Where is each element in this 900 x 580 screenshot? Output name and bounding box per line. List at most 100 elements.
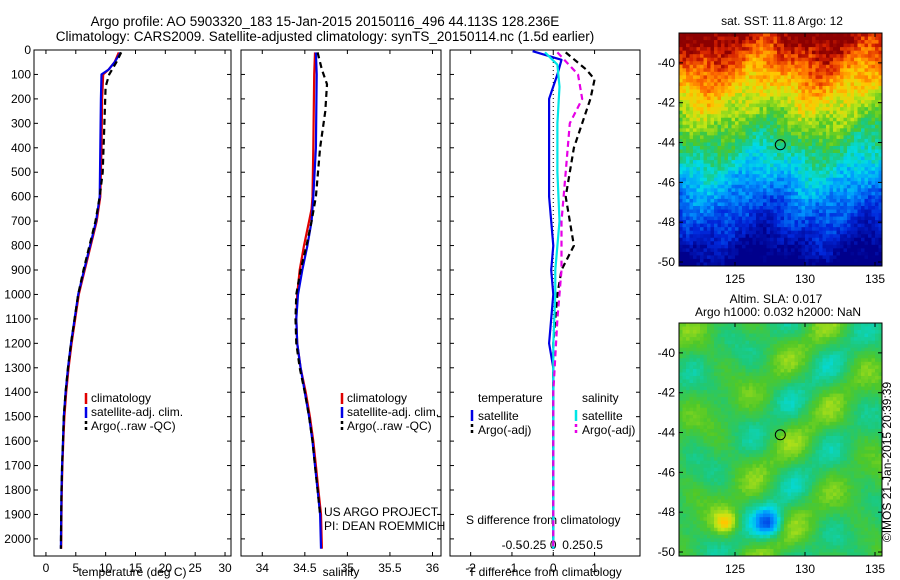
sst-cell xyxy=(822,230,827,235)
sst-cell xyxy=(693,198,697,203)
sla-cell xyxy=(724,347,729,352)
sla-cell xyxy=(864,333,869,338)
sst-cell xyxy=(801,93,806,97)
sst-cell xyxy=(854,33,858,37)
sst-cell xyxy=(749,227,753,232)
sst-cell xyxy=(784,128,788,133)
sst-cell xyxy=(833,96,837,101)
sla-cell xyxy=(836,340,841,345)
sla-cell xyxy=(868,347,872,352)
sst-cell xyxy=(875,107,879,112)
sst-cell xyxy=(864,149,869,154)
sst-cell xyxy=(878,244,883,249)
sst-cell xyxy=(749,103,753,108)
sst-cell xyxy=(787,117,792,122)
sst-cell xyxy=(829,100,834,105)
sst-cell xyxy=(833,188,837,193)
sst-cell xyxy=(836,68,841,73)
sst-cell xyxy=(857,138,862,143)
sst-cell xyxy=(826,234,830,239)
sst-cell xyxy=(791,135,795,140)
sst-cell xyxy=(777,248,781,253)
sst-cell xyxy=(707,75,711,80)
sst-cell xyxy=(703,121,708,126)
sst-cell xyxy=(745,78,750,83)
sst-cell xyxy=(700,184,704,189)
sst-cell xyxy=(703,209,708,214)
sst-cell xyxy=(875,61,879,66)
sst-cell xyxy=(861,181,865,186)
sla-cell xyxy=(850,368,855,373)
sst-cell xyxy=(878,223,883,228)
sst-cell xyxy=(710,33,715,37)
sst-cell xyxy=(745,124,750,129)
sst-cell xyxy=(815,156,820,161)
sla-cell xyxy=(756,354,760,359)
sla-cell xyxy=(812,354,816,359)
sst-cell xyxy=(756,163,760,168)
sst-cell xyxy=(826,241,830,246)
sst-cell xyxy=(700,82,704,87)
sst-cell xyxy=(756,220,760,225)
sst-cell xyxy=(878,213,883,217)
sst-cell xyxy=(798,61,802,66)
sla-cell xyxy=(696,347,701,352)
sst-cell xyxy=(773,71,778,76)
sst-cell xyxy=(679,64,683,69)
sst-cell xyxy=(833,216,837,221)
sst-cell xyxy=(756,258,760,263)
sst-cell xyxy=(749,107,753,112)
sst-cell xyxy=(864,177,869,182)
sst-cell xyxy=(868,40,872,44)
sst-cell xyxy=(847,47,851,52)
sst-cell xyxy=(714,181,718,186)
sst-cell xyxy=(864,234,869,239)
sla-cell xyxy=(864,361,869,366)
sst-cell xyxy=(707,57,711,62)
sst-cell xyxy=(801,149,806,154)
sst-cell xyxy=(724,227,729,232)
sla-cell xyxy=(714,344,718,349)
sst-cell xyxy=(836,163,841,168)
sst-cell xyxy=(857,181,862,186)
sst-cell xyxy=(787,156,792,161)
sla-cell xyxy=(840,365,844,370)
sst-cell xyxy=(829,85,834,90)
sst-cell xyxy=(829,43,834,48)
sla-cell xyxy=(731,326,736,331)
sst-cell xyxy=(850,128,855,133)
sst-cell xyxy=(682,255,687,260)
sst-cell xyxy=(868,107,872,112)
sst-cell xyxy=(787,237,792,242)
sst-cell xyxy=(700,191,704,196)
sst-cell xyxy=(829,57,834,62)
sla-cell xyxy=(875,340,879,345)
sst-cell xyxy=(822,75,827,80)
sst-cell xyxy=(826,43,830,48)
sst-cell xyxy=(805,117,809,122)
sla-cell xyxy=(773,347,778,352)
sst-cell xyxy=(752,40,757,44)
sst-cell xyxy=(864,230,869,235)
sst-cell xyxy=(850,47,855,52)
sst-cell xyxy=(679,237,683,242)
sst-cell xyxy=(738,258,743,263)
sla-cell xyxy=(847,330,851,334)
sst-cell xyxy=(815,191,820,196)
sst-cell xyxy=(770,33,774,37)
sst-cell xyxy=(714,107,718,112)
sst-cell xyxy=(756,223,760,228)
sst-cell xyxy=(794,138,799,143)
sla-cell xyxy=(724,368,729,373)
sla-cell xyxy=(794,330,799,334)
sst-cell xyxy=(777,160,781,165)
sla-cell xyxy=(759,375,764,380)
sla-cell xyxy=(749,351,753,356)
sst-cell xyxy=(686,209,690,214)
sst-cell xyxy=(745,85,750,90)
sst-cell xyxy=(700,209,704,214)
sla-cell xyxy=(731,375,736,380)
sst-cell xyxy=(826,174,830,179)
sst-cell xyxy=(689,145,694,150)
sla-cell xyxy=(787,347,792,352)
